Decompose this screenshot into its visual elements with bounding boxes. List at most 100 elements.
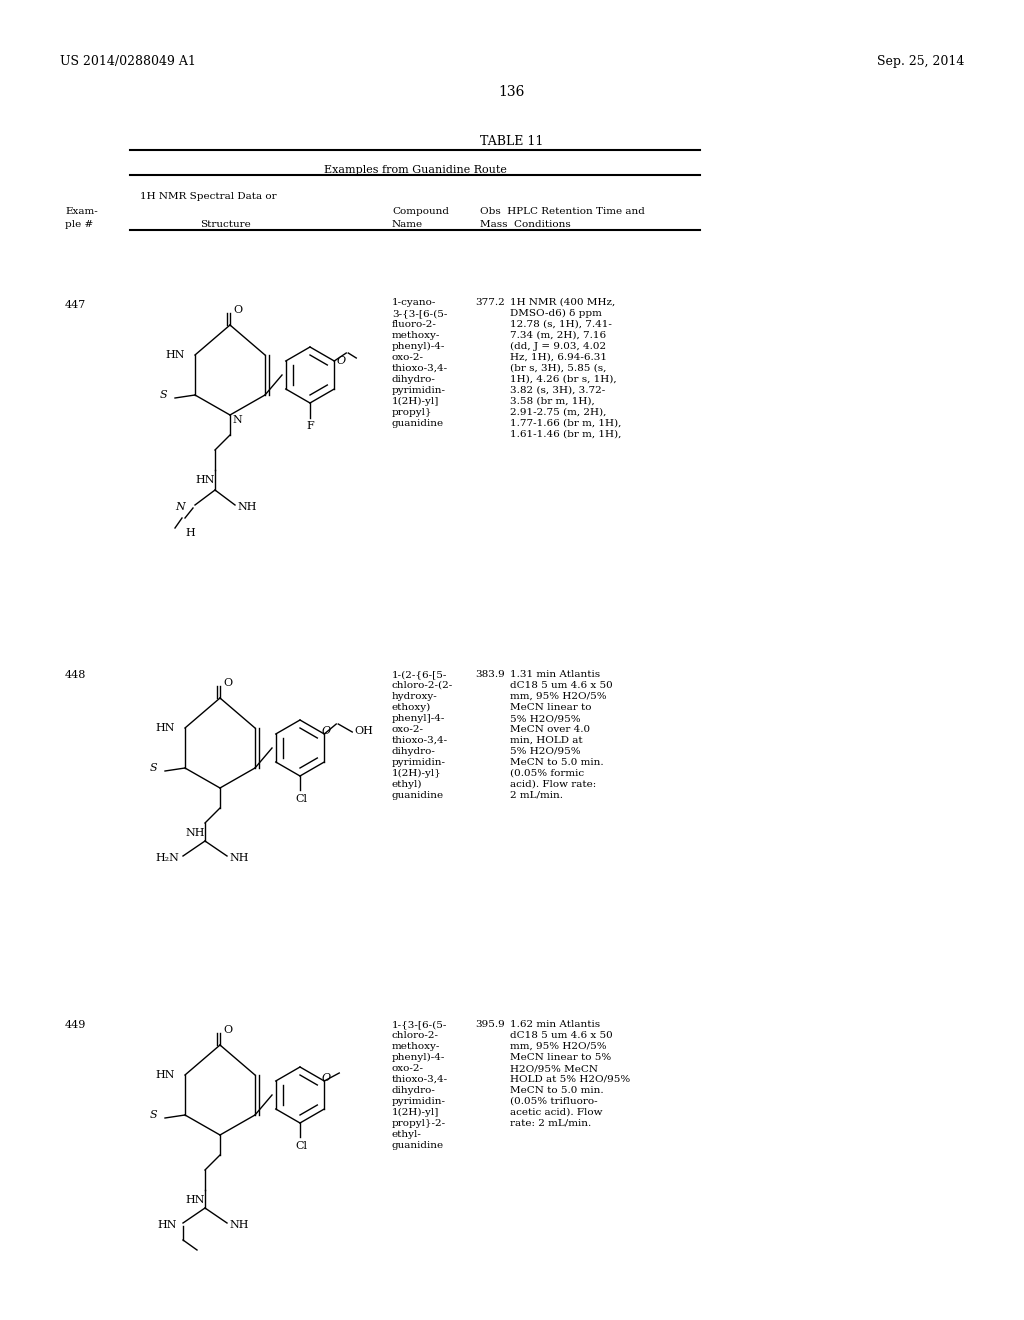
Text: 136: 136 bbox=[499, 84, 525, 99]
Text: 2 mL/min.: 2 mL/min. bbox=[510, 791, 563, 800]
Text: S: S bbox=[150, 763, 158, 774]
Text: (0.05% trifluoro-: (0.05% trifluoro- bbox=[510, 1097, 598, 1106]
Text: Mass  Conditions: Mass Conditions bbox=[480, 220, 570, 228]
Text: pyrimidin-: pyrimidin- bbox=[392, 385, 446, 395]
Text: 3-{3-[6-(5-: 3-{3-[6-(5- bbox=[392, 309, 447, 318]
Text: oxo-2-: oxo-2- bbox=[392, 1064, 424, 1073]
Text: US 2014/0288049 A1: US 2014/0288049 A1 bbox=[60, 55, 196, 69]
Text: Sep. 25, 2014: Sep. 25, 2014 bbox=[877, 55, 964, 69]
Text: DMSO-d6) δ ppm: DMSO-d6) δ ppm bbox=[510, 309, 602, 318]
Text: TABLE 11: TABLE 11 bbox=[480, 135, 544, 148]
Text: 3.82 (s, 3H), 3.72-: 3.82 (s, 3H), 3.72- bbox=[510, 385, 605, 395]
Text: MeCN to 5.0 min.: MeCN to 5.0 min. bbox=[510, 1086, 603, 1096]
Text: 1.61-1.46 (br m, 1H),: 1.61-1.46 (br m, 1H), bbox=[510, 430, 622, 440]
Text: 1.31 min Atlantis: 1.31 min Atlantis bbox=[510, 671, 600, 678]
Text: Structure: Structure bbox=[200, 220, 251, 228]
Text: 1H NMR Spectral Data or: 1H NMR Spectral Data or bbox=[140, 191, 276, 201]
Text: phenyl)-4-: phenyl)-4- bbox=[392, 342, 445, 351]
Text: methoxy-: methoxy- bbox=[392, 331, 440, 341]
Text: Examples from Guanidine Route: Examples from Guanidine Route bbox=[324, 165, 507, 176]
Text: 5% H2O/95%: 5% H2O/95% bbox=[510, 747, 581, 756]
Text: (0.05% formic: (0.05% formic bbox=[510, 770, 584, 777]
Text: MeCN linear to: MeCN linear to bbox=[510, 704, 592, 711]
Text: (br s, 3H), 5.85 (s,: (br s, 3H), 5.85 (s, bbox=[510, 364, 606, 374]
Text: 1(2H)-yl]: 1(2H)-yl] bbox=[392, 1107, 439, 1117]
Text: NH: NH bbox=[185, 828, 205, 838]
Text: O: O bbox=[223, 678, 232, 688]
Text: HN: HN bbox=[165, 350, 184, 360]
Text: Obs  HPLC Retention Time and: Obs HPLC Retention Time and bbox=[480, 207, 645, 216]
Text: guanidine: guanidine bbox=[392, 418, 444, 428]
Text: 2.91-2.75 (m, 2H),: 2.91-2.75 (m, 2H), bbox=[510, 408, 606, 417]
Text: O: O bbox=[322, 726, 331, 737]
Text: phenyl)-4-: phenyl)-4- bbox=[392, 1053, 445, 1063]
Text: HN: HN bbox=[155, 723, 174, 733]
Text: MeCN linear to 5%: MeCN linear to 5% bbox=[510, 1053, 611, 1063]
Text: rate: 2 mL/min.: rate: 2 mL/min. bbox=[510, 1119, 591, 1129]
Text: 3.58 (br m, 1H),: 3.58 (br m, 1H), bbox=[510, 397, 595, 407]
Text: HN: HN bbox=[195, 475, 214, 484]
Text: thioxo-3,4-: thioxo-3,4- bbox=[392, 1074, 449, 1084]
Text: O: O bbox=[336, 356, 345, 366]
Text: F: F bbox=[306, 421, 313, 432]
Text: ethyl): ethyl) bbox=[392, 780, 423, 789]
Text: guanidine: guanidine bbox=[392, 1140, 444, 1150]
Text: methoxy-: methoxy- bbox=[392, 1041, 440, 1051]
Text: Hz, 1H), 6.94-6.31: Hz, 1H), 6.94-6.31 bbox=[510, 352, 607, 362]
Text: 1-cyano-: 1-cyano- bbox=[392, 298, 436, 308]
Text: mm, 95% H2O/5%: mm, 95% H2O/5% bbox=[510, 1041, 606, 1051]
Text: HN: HN bbox=[157, 1220, 176, 1230]
Text: 1-(2-{6-[5-: 1-(2-{6-[5- bbox=[392, 671, 447, 678]
Text: acid). Flow rate:: acid). Flow rate: bbox=[510, 780, 596, 789]
Text: phenyl]-4-: phenyl]-4- bbox=[392, 714, 445, 723]
Text: guanidine: guanidine bbox=[392, 791, 444, 800]
Text: H2O/95% MeCN: H2O/95% MeCN bbox=[510, 1064, 598, 1073]
Text: chloro-2-(2-: chloro-2-(2- bbox=[392, 681, 454, 690]
Text: dihydro-: dihydro- bbox=[392, 1086, 436, 1096]
Text: fluoro-2-: fluoro-2- bbox=[392, 319, 437, 329]
Text: OH: OH bbox=[354, 726, 373, 737]
Text: 395.9: 395.9 bbox=[475, 1020, 505, 1030]
Text: ethyl-: ethyl- bbox=[392, 1130, 422, 1139]
Text: 12.78 (s, 1H), 7.41-: 12.78 (s, 1H), 7.41- bbox=[510, 319, 612, 329]
Text: Compound: Compound bbox=[392, 207, 449, 216]
Text: S: S bbox=[160, 389, 168, 400]
Text: 5% H2O/95%: 5% H2O/95% bbox=[510, 714, 581, 723]
Text: ethoxy): ethoxy) bbox=[392, 704, 431, 711]
Text: oxo-2-: oxo-2- bbox=[392, 725, 424, 734]
Text: 1.77-1.66 (br m, 1H),: 1.77-1.66 (br m, 1H), bbox=[510, 418, 622, 428]
Text: Cl: Cl bbox=[295, 1140, 307, 1151]
Text: dihydro-: dihydro- bbox=[392, 747, 436, 756]
Text: 448: 448 bbox=[65, 671, 86, 680]
Text: MeCN over 4.0: MeCN over 4.0 bbox=[510, 725, 590, 734]
Text: (dd, J = 9.03, 4.02: (dd, J = 9.03, 4.02 bbox=[510, 342, 606, 351]
Text: O: O bbox=[223, 1026, 232, 1035]
Text: 447: 447 bbox=[65, 300, 86, 310]
Text: acetic acid). Flow: acetic acid). Flow bbox=[510, 1107, 602, 1117]
Text: propyl}-2-: propyl}-2- bbox=[392, 1119, 446, 1129]
Text: chloro-2-: chloro-2- bbox=[392, 1031, 439, 1040]
Text: 1H), 4.26 (br s, 1H),: 1H), 4.26 (br s, 1H), bbox=[510, 375, 616, 384]
Text: N: N bbox=[175, 502, 184, 512]
Text: H: H bbox=[185, 528, 195, 539]
Text: Cl: Cl bbox=[295, 795, 307, 804]
Text: dihydro-: dihydro- bbox=[392, 375, 436, 384]
Text: min, HOLD at: min, HOLD at bbox=[510, 737, 583, 744]
Text: O: O bbox=[233, 305, 242, 315]
Text: dC18 5 um 4.6 x 50: dC18 5 um 4.6 x 50 bbox=[510, 1031, 612, 1040]
Text: 449: 449 bbox=[65, 1020, 86, 1030]
Text: N: N bbox=[232, 414, 242, 425]
Text: dC18 5 um 4.6 x 50: dC18 5 um 4.6 x 50 bbox=[510, 681, 612, 690]
Text: NH: NH bbox=[237, 502, 256, 512]
Text: H₂N: H₂N bbox=[155, 853, 179, 863]
Text: thioxo-3,4-: thioxo-3,4- bbox=[392, 737, 449, 744]
Text: propyl}: propyl} bbox=[392, 408, 432, 417]
Text: Exam-: Exam- bbox=[65, 207, 97, 216]
Text: MeCN to 5.0 min.: MeCN to 5.0 min. bbox=[510, 758, 603, 767]
Text: 1(2H)-yl]: 1(2H)-yl] bbox=[392, 397, 439, 407]
Text: S: S bbox=[150, 1110, 158, 1119]
Text: hydroxy-: hydroxy- bbox=[392, 692, 437, 701]
Text: pyrimidin-: pyrimidin- bbox=[392, 1097, 446, 1106]
Text: NH: NH bbox=[229, 1220, 249, 1230]
Text: HN: HN bbox=[155, 1071, 174, 1080]
